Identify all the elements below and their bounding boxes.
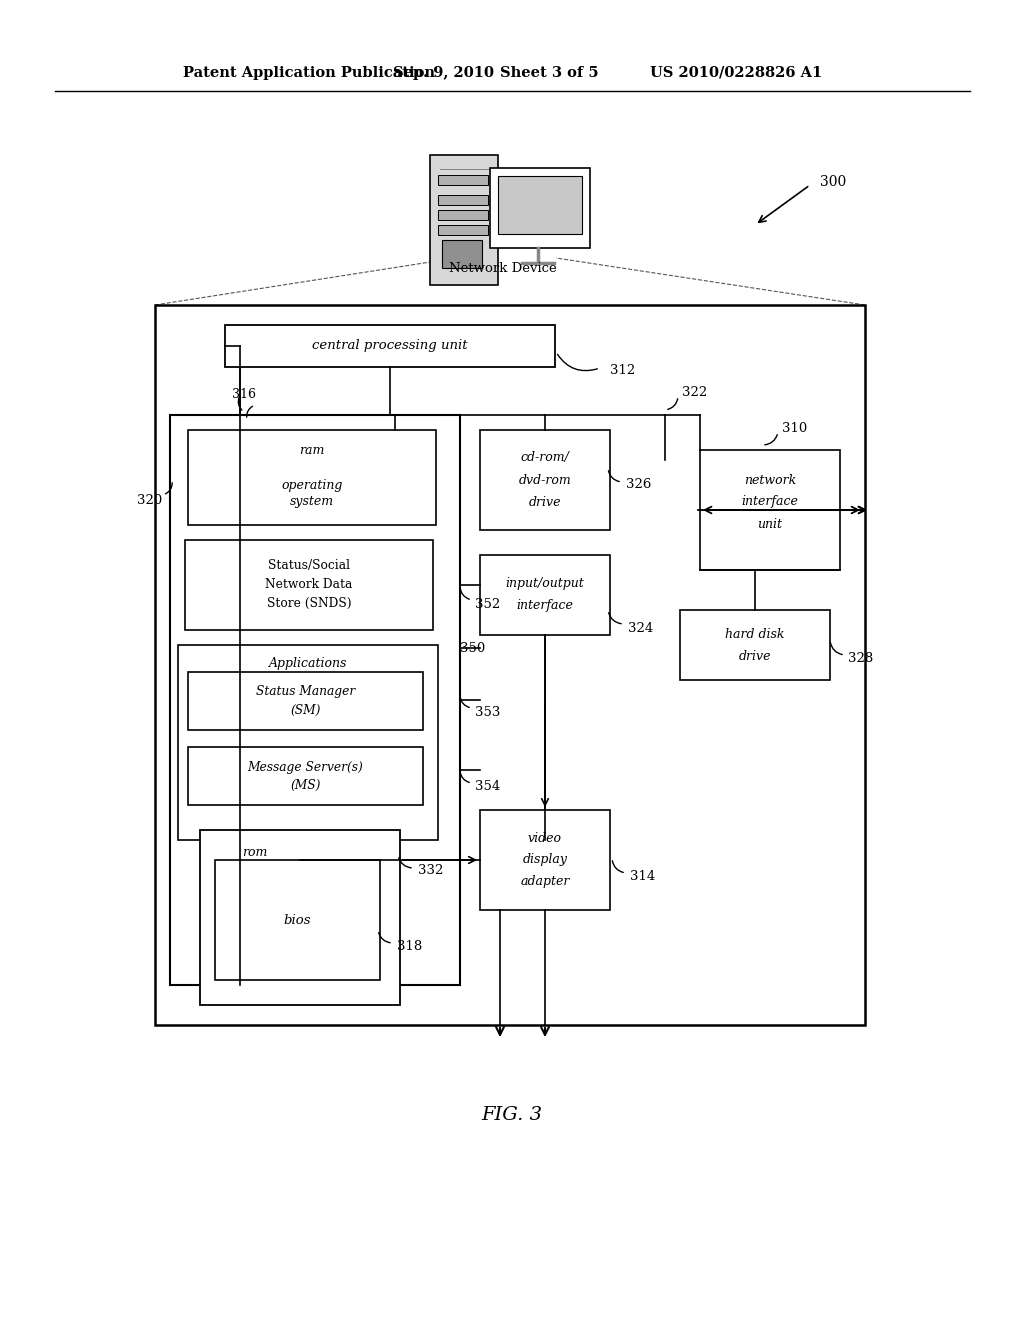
Text: 328: 328 [848, 652, 873, 664]
FancyArrowPatch shape [612, 861, 624, 873]
Text: adapter: adapter [520, 875, 569, 888]
Text: (SM): (SM) [291, 704, 321, 717]
Bar [185, 540, 433, 630]
Bar [170, 414, 460, 985]
Text: Sep. 9, 2010: Sep. 9, 2010 [393, 66, 494, 81]
FancyArrowPatch shape [668, 399, 678, 409]
Text: interface: interface [741, 495, 799, 508]
Text: dvd-rom: dvd-rom [518, 474, 571, 487]
Text: 322: 322 [682, 385, 708, 399]
Bar [188, 430, 436, 525]
Bar [700, 450, 840, 570]
FancyArrowPatch shape [166, 483, 172, 494]
FancyArrowPatch shape [830, 643, 843, 655]
FancyArrowPatch shape [608, 471, 620, 482]
Text: Store (SNDS): Store (SNDS) [266, 597, 351, 610]
Text: operating: operating [282, 479, 343, 491]
FancyArrowPatch shape [398, 858, 412, 867]
Bar [438, 176, 488, 185]
Text: bios: bios [284, 913, 311, 927]
Text: (MS): (MS) [291, 779, 321, 792]
Bar [225, 325, 555, 367]
FancyArrowPatch shape [461, 698, 469, 708]
Text: 352: 352 [475, 598, 501, 611]
Text: unit: unit [758, 517, 782, 531]
FancyArrowPatch shape [239, 397, 242, 411]
Bar [438, 210, 488, 220]
Bar [498, 176, 582, 234]
FancyArrowPatch shape [460, 587, 469, 599]
Text: hard disk: hard disk [725, 627, 784, 640]
Bar [430, 154, 498, 285]
Text: Status/Social: Status/Social [268, 558, 350, 572]
Bar [438, 224, 488, 235]
Text: drive: drive [528, 495, 561, 508]
Bar [490, 168, 590, 248]
Text: Message Server(s): Message Server(s) [248, 760, 364, 774]
Text: cd-rom/: cd-rom/ [520, 451, 569, 465]
FancyArrowPatch shape [461, 772, 469, 783]
Text: 310: 310 [782, 421, 807, 434]
Text: 320: 320 [137, 494, 162, 507]
Bar [680, 610, 830, 680]
FancyArrowPatch shape [765, 434, 777, 445]
Text: 312: 312 [610, 364, 635, 378]
Text: central processing unit: central processing unit [312, 339, 468, 352]
Bar [155, 305, 865, 1026]
Text: 314: 314 [630, 870, 655, 883]
Bar [188, 747, 423, 805]
Text: input/output: input/output [506, 577, 585, 590]
Text: video: video [528, 832, 562, 845]
Text: interface: interface [516, 598, 573, 611]
Text: rom: rom [243, 846, 267, 858]
Bar [438, 195, 488, 205]
Text: ram: ram [299, 444, 325, 457]
Bar [480, 810, 610, 909]
Text: display: display [522, 854, 567, 866]
Text: 300: 300 [820, 176, 846, 189]
FancyArrowPatch shape [247, 407, 253, 417]
Bar [480, 554, 610, 635]
Bar [480, 430, 610, 531]
Bar [188, 672, 423, 730]
Text: Network Device: Network Device [450, 261, 557, 275]
Text: network: network [743, 474, 796, 487]
Bar [178, 645, 438, 840]
Text: Sheet 3 of 5: Sheet 3 of 5 [500, 66, 599, 81]
Bar [215, 861, 380, 979]
Text: FIG. 3: FIG. 3 [481, 1106, 543, 1125]
Text: 318: 318 [397, 940, 422, 953]
Text: system: system [290, 495, 334, 508]
Text: drive: drive [738, 649, 771, 663]
Text: Applications: Applications [269, 656, 347, 669]
FancyArrowPatch shape [608, 612, 622, 624]
FancyArrowPatch shape [557, 354, 597, 371]
Bar [442, 240, 482, 268]
Text: 316: 316 [232, 388, 256, 401]
Text: Network Data: Network Data [265, 578, 352, 590]
Text: 350: 350 [460, 642, 485, 655]
Text: Status Manager: Status Manager [256, 685, 355, 698]
Text: Patent Application Publication: Patent Application Publication [183, 66, 435, 81]
Text: 324: 324 [628, 622, 653, 635]
Text: US 2010/0228826 A1: US 2010/0228826 A1 [650, 66, 822, 81]
FancyArrowPatch shape [379, 933, 390, 942]
Text: 353: 353 [475, 705, 501, 718]
Text: 332: 332 [418, 865, 443, 878]
Text: 354: 354 [475, 780, 501, 793]
Text: 326: 326 [626, 479, 651, 491]
Bar [200, 830, 400, 1005]
